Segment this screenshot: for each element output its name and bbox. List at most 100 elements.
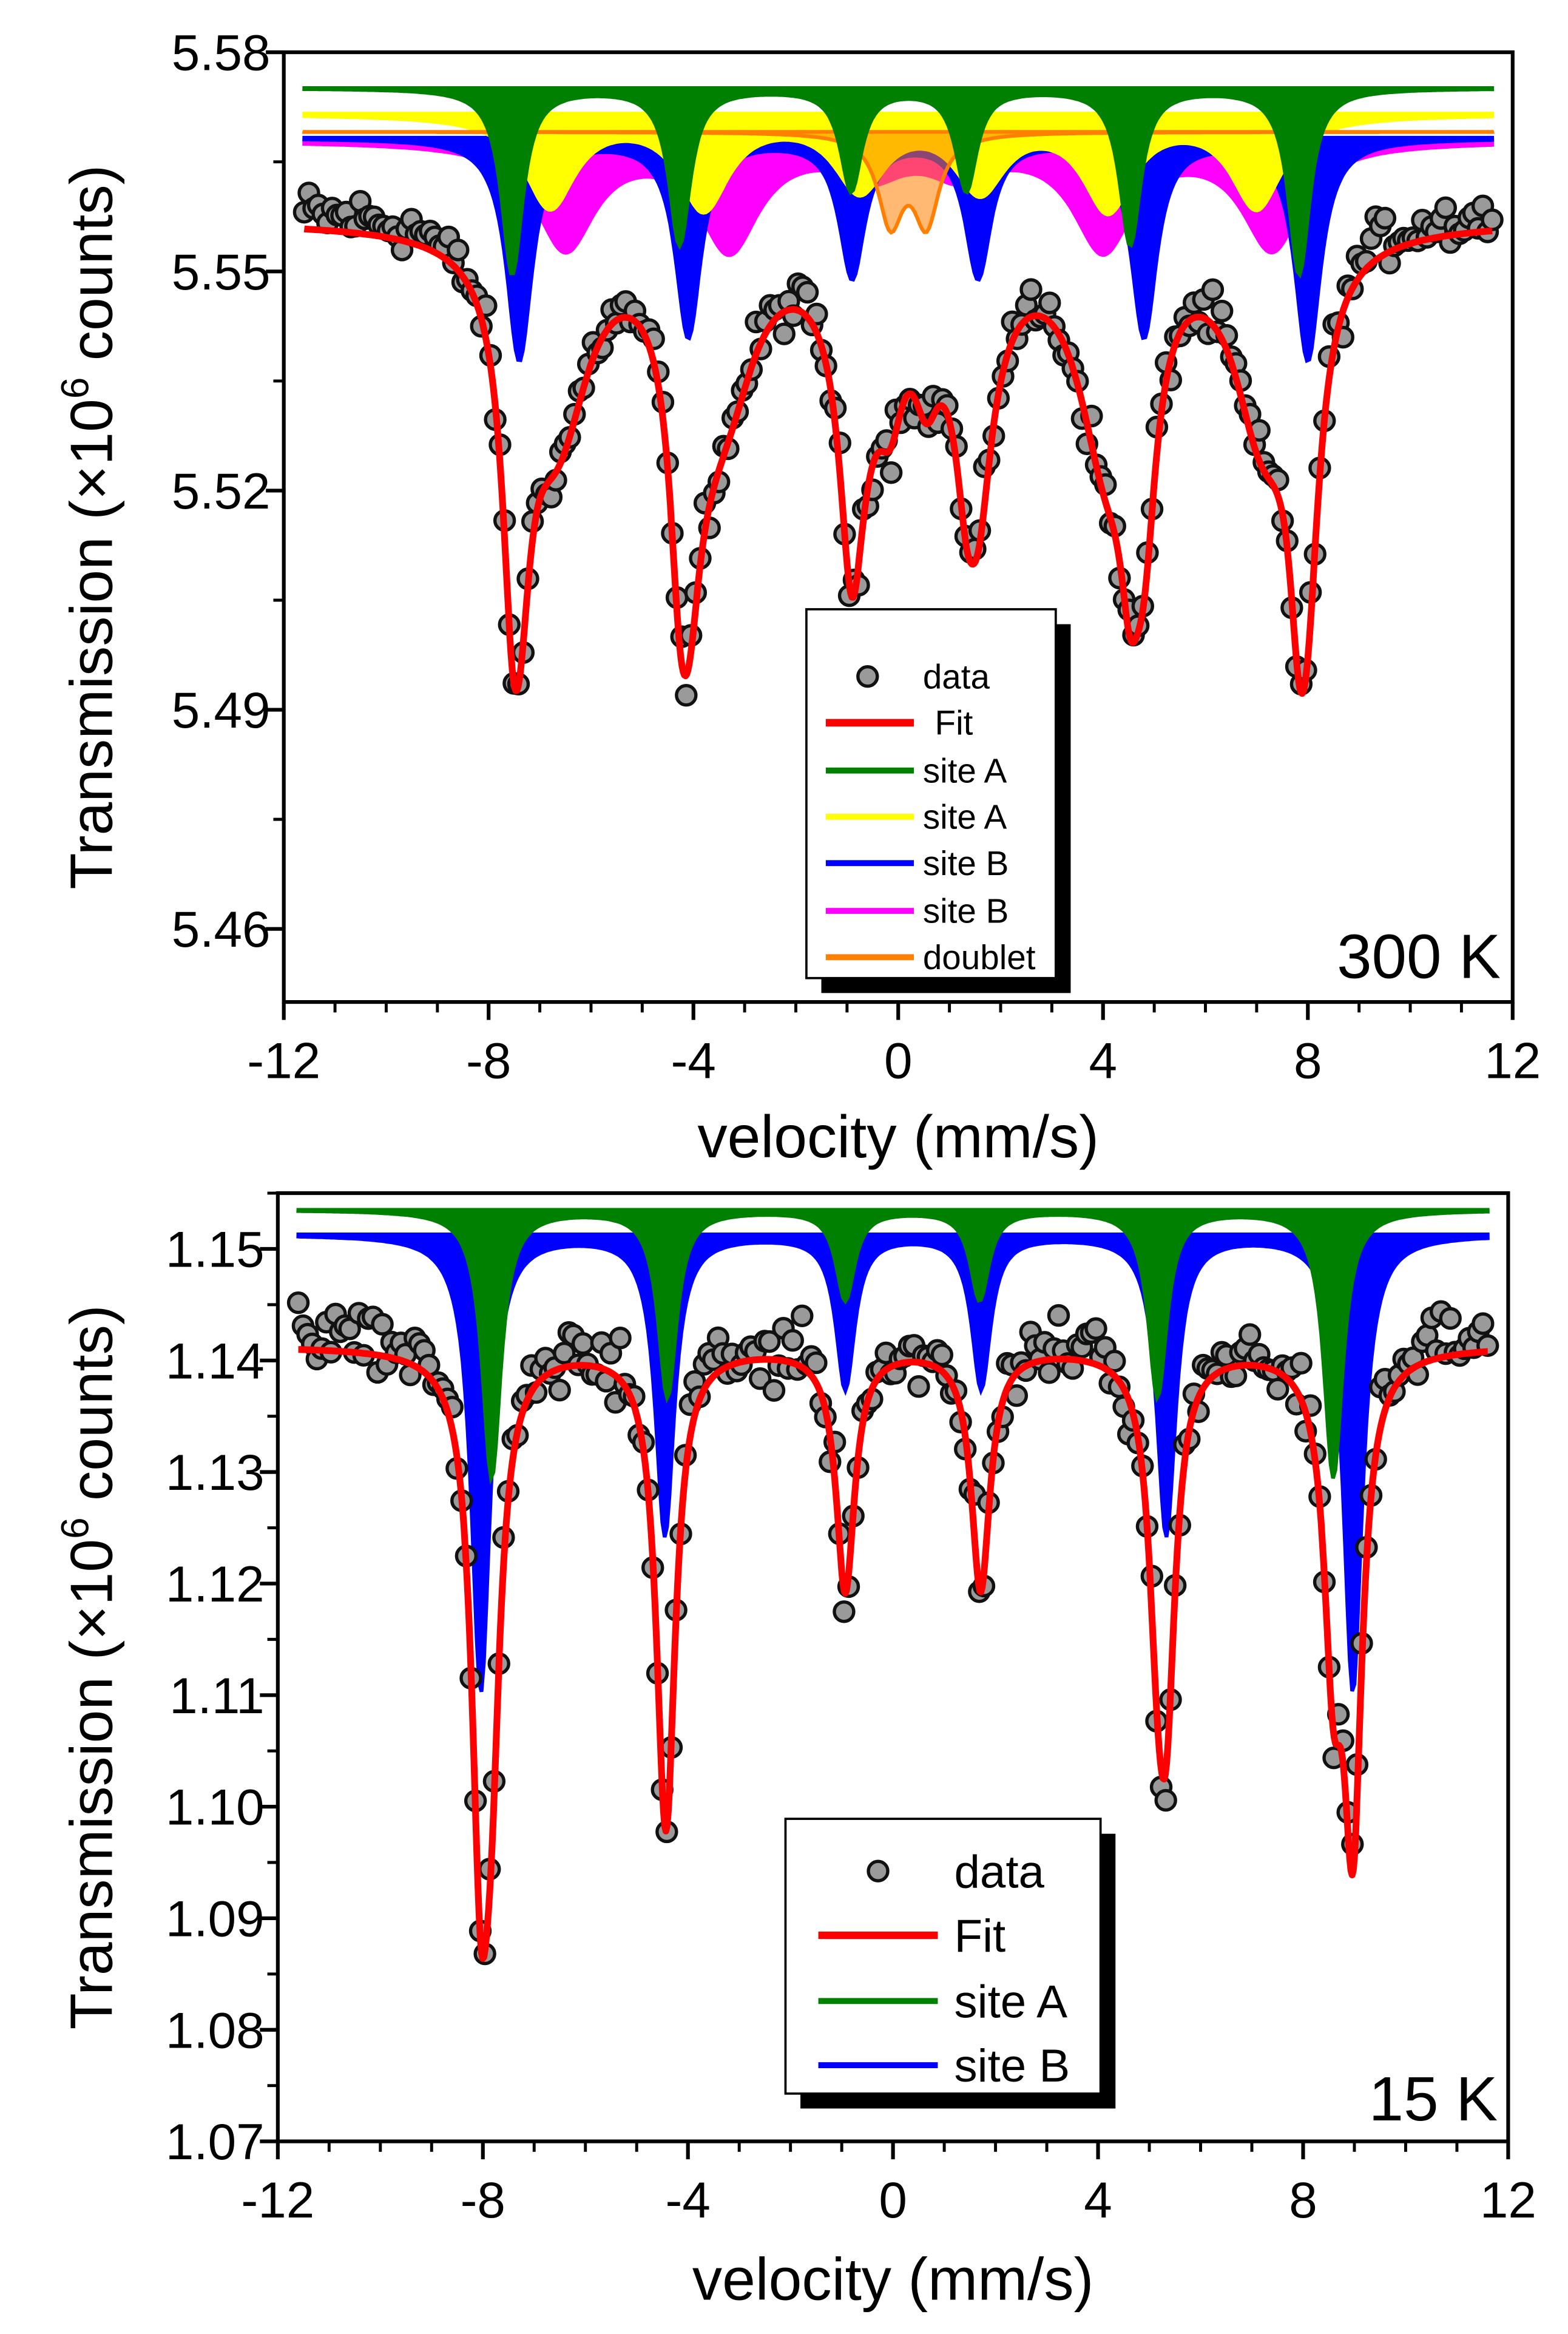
y-tick-label: 5.58 xyxy=(172,24,271,81)
x-tick-label: -8 xyxy=(461,2171,505,2228)
data-point xyxy=(1266,1378,1289,1401)
data-point xyxy=(762,1379,786,1402)
x-tick-label: 12 xyxy=(1480,2171,1536,2228)
y-tick-label: 1.13 xyxy=(166,1444,265,1501)
y-axis-title-main: Transmission (×10 xyxy=(58,1539,125,2030)
legend-label: data xyxy=(923,657,990,695)
data-point xyxy=(1439,1307,1462,1330)
data-point xyxy=(1154,1788,1177,1812)
data-point xyxy=(1103,1350,1126,1373)
data-point xyxy=(1434,196,1458,219)
x-tick-label: 12 xyxy=(1484,1032,1541,1089)
y-tick-label: 1.12 xyxy=(166,1555,265,1612)
data-point xyxy=(1201,278,1225,302)
y-tick-label: 1.10 xyxy=(166,1779,265,1836)
data-point xyxy=(371,1313,394,1336)
y-axis-title-exponent: 6 xyxy=(53,1517,96,1539)
data-point xyxy=(1038,1361,1061,1384)
legend-data-marker xyxy=(856,665,879,688)
panel-300K: -12 -8 -4 0 4 8 12 5.46 5.49 5.52 5.55 5.58 velocity… xyxy=(53,24,1541,1170)
x-tick-label: -12 xyxy=(247,1032,320,1089)
fit-curve xyxy=(296,1346,1490,1962)
legend-label: site A xyxy=(923,798,1007,836)
x-tick-label: -4 xyxy=(666,2171,711,2228)
data-point xyxy=(907,1375,930,1398)
x-tick-label: 4 xyxy=(1089,1032,1117,1089)
data-point xyxy=(796,280,819,304)
y-axis-title-unit: counts) xyxy=(58,165,125,377)
x-tick-label: -12 xyxy=(241,2171,314,2228)
data-point xyxy=(1373,206,1397,230)
legend-label: Fit xyxy=(935,704,973,742)
panel-15K: -12 -8 -4 0 4 8 12 1.07 1.08 1.09 1.10 1.11 1.12 1.13… xyxy=(53,1191,1536,2312)
temperature-label: 15 K xyxy=(1369,2063,1498,2134)
legend-label: site B xyxy=(955,2040,1070,2092)
x-tick-label: 4 xyxy=(1084,2171,1112,2228)
data-point xyxy=(1472,1312,1495,1335)
y-tick-label: 5.46 xyxy=(172,901,271,958)
y-axis-title-main: Transmission (×10 xyxy=(58,399,125,890)
legend-label: site B xyxy=(923,892,1009,930)
y-tick-label: 1.07 xyxy=(166,2113,265,2170)
y-tick-label: 5.52 xyxy=(172,462,271,519)
x-tick-label: 0 xyxy=(879,2171,907,2228)
data-point xyxy=(286,1291,310,1314)
x-axis-title: velocity (mm/s) xyxy=(697,1103,1099,1170)
legend-label: site A xyxy=(923,751,1007,790)
x-axis-title: velocity (mm/s) xyxy=(692,2245,1094,2312)
data-point xyxy=(1481,208,1504,231)
y-tick-label: 1.09 xyxy=(166,1890,265,1947)
y-tick-label: 1.08 xyxy=(166,2001,265,2058)
legend: data Fit site A site B xyxy=(784,1818,1116,2109)
legend-box xyxy=(805,608,1057,979)
data-point xyxy=(553,1341,576,1365)
data-point xyxy=(805,1351,828,1375)
x-tick-label: 8 xyxy=(1294,1032,1322,1089)
data-point xyxy=(781,1328,804,1352)
y-axis-title-exponent: 6 xyxy=(53,377,96,399)
temperature-label: 300 K xyxy=(1337,921,1501,992)
legend: data Fit site A site A site B site B doublet xyxy=(805,608,1071,993)
legend-label: doublet xyxy=(923,938,1036,976)
data-point xyxy=(675,683,698,707)
y-axis-title: Transmission (×106 counts) xyxy=(53,165,124,890)
x-tick-label: -8 xyxy=(466,1032,511,1089)
data-point xyxy=(748,1367,772,1390)
y-axis-title-unit: counts) xyxy=(58,1305,125,1517)
x-tick-label: 8 xyxy=(1289,2171,1317,2228)
legend-box xyxy=(784,1818,1102,2095)
data-point xyxy=(571,1332,595,1355)
y-tick-label: 5.55 xyxy=(172,243,271,300)
data-point xyxy=(609,1327,632,1350)
fit-curve xyxy=(302,225,1495,697)
legend-label: data xyxy=(955,1846,1045,1898)
y-tick-label: 5.49 xyxy=(172,682,271,739)
data-point xyxy=(1289,1351,1313,1375)
legend-data-marker xyxy=(867,1859,890,1882)
legend-label: site A xyxy=(955,1976,1068,2028)
data-point xyxy=(791,1304,814,1328)
component-site-a-4 xyxy=(302,86,1495,279)
data-point xyxy=(930,1343,954,1367)
data-point xyxy=(772,322,796,345)
data-point xyxy=(1239,1323,1262,1346)
component-site-a-1 xyxy=(296,1208,1490,1485)
data-point xyxy=(447,238,470,262)
x-tick-label: 0 xyxy=(884,1032,913,1089)
data-point xyxy=(1084,1317,1107,1340)
y-axis-title: Transmission (×106 counts) xyxy=(53,1305,124,2029)
legend-label: Fit xyxy=(955,1910,1006,1962)
data-point xyxy=(879,461,903,484)
data-point xyxy=(548,1378,571,1402)
y-tick-label: 1.11 xyxy=(169,1667,265,1724)
legend-label: site B xyxy=(923,844,1009,882)
x-tick-label: -4 xyxy=(671,1032,716,1089)
y-tick-label: 1.15 xyxy=(166,1221,265,1278)
data-point xyxy=(758,1330,781,1353)
data-point xyxy=(1038,291,1061,314)
data-point xyxy=(1211,299,1234,323)
data-point xyxy=(1047,1304,1070,1327)
y-tick-label: 1.14 xyxy=(166,1332,265,1389)
data-point xyxy=(1019,278,1043,301)
